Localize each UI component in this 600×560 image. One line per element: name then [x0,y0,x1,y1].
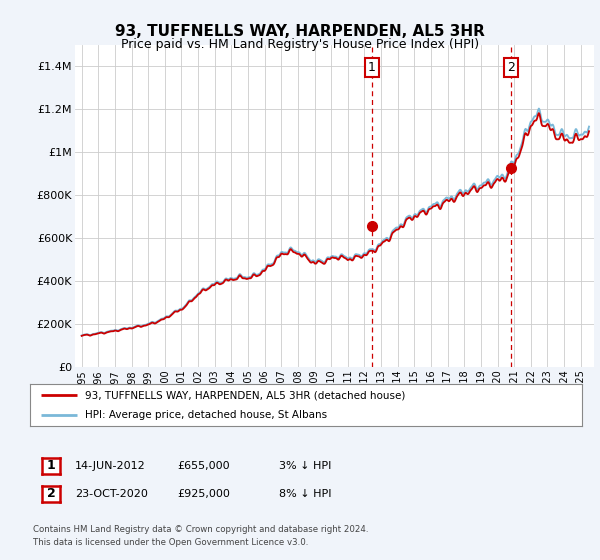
Text: 2: 2 [507,61,515,74]
Text: 93, TUFFNELLS WAY, HARPENDEN, AL5 3HR: 93, TUFFNELLS WAY, HARPENDEN, AL5 3HR [115,24,485,39]
Text: 1: 1 [368,61,376,74]
Text: 14-JUN-2012: 14-JUN-2012 [75,461,146,471]
Text: This data is licensed under the Open Government Licence v3.0.: This data is licensed under the Open Gov… [33,538,308,547]
Text: £655,000: £655,000 [177,461,230,471]
Text: Price paid vs. HM Land Registry's House Price Index (HPI): Price paid vs. HM Land Registry's House … [121,38,479,51]
Text: 3% ↓ HPI: 3% ↓ HPI [279,461,331,471]
Text: HPI: Average price, detached house, St Albans: HPI: Average price, detached house, St A… [85,410,328,419]
Text: 1: 1 [47,459,55,473]
Text: Contains HM Land Registry data © Crown copyright and database right 2024.: Contains HM Land Registry data © Crown c… [33,525,368,534]
Text: 2: 2 [47,487,55,501]
Text: 23-OCT-2020: 23-OCT-2020 [75,489,148,499]
Text: £925,000: £925,000 [177,489,230,499]
Text: 93, TUFFNELLS WAY, HARPENDEN, AL5 3HR (detached house): 93, TUFFNELLS WAY, HARPENDEN, AL5 3HR (d… [85,390,406,400]
Text: 8% ↓ HPI: 8% ↓ HPI [279,489,331,499]
